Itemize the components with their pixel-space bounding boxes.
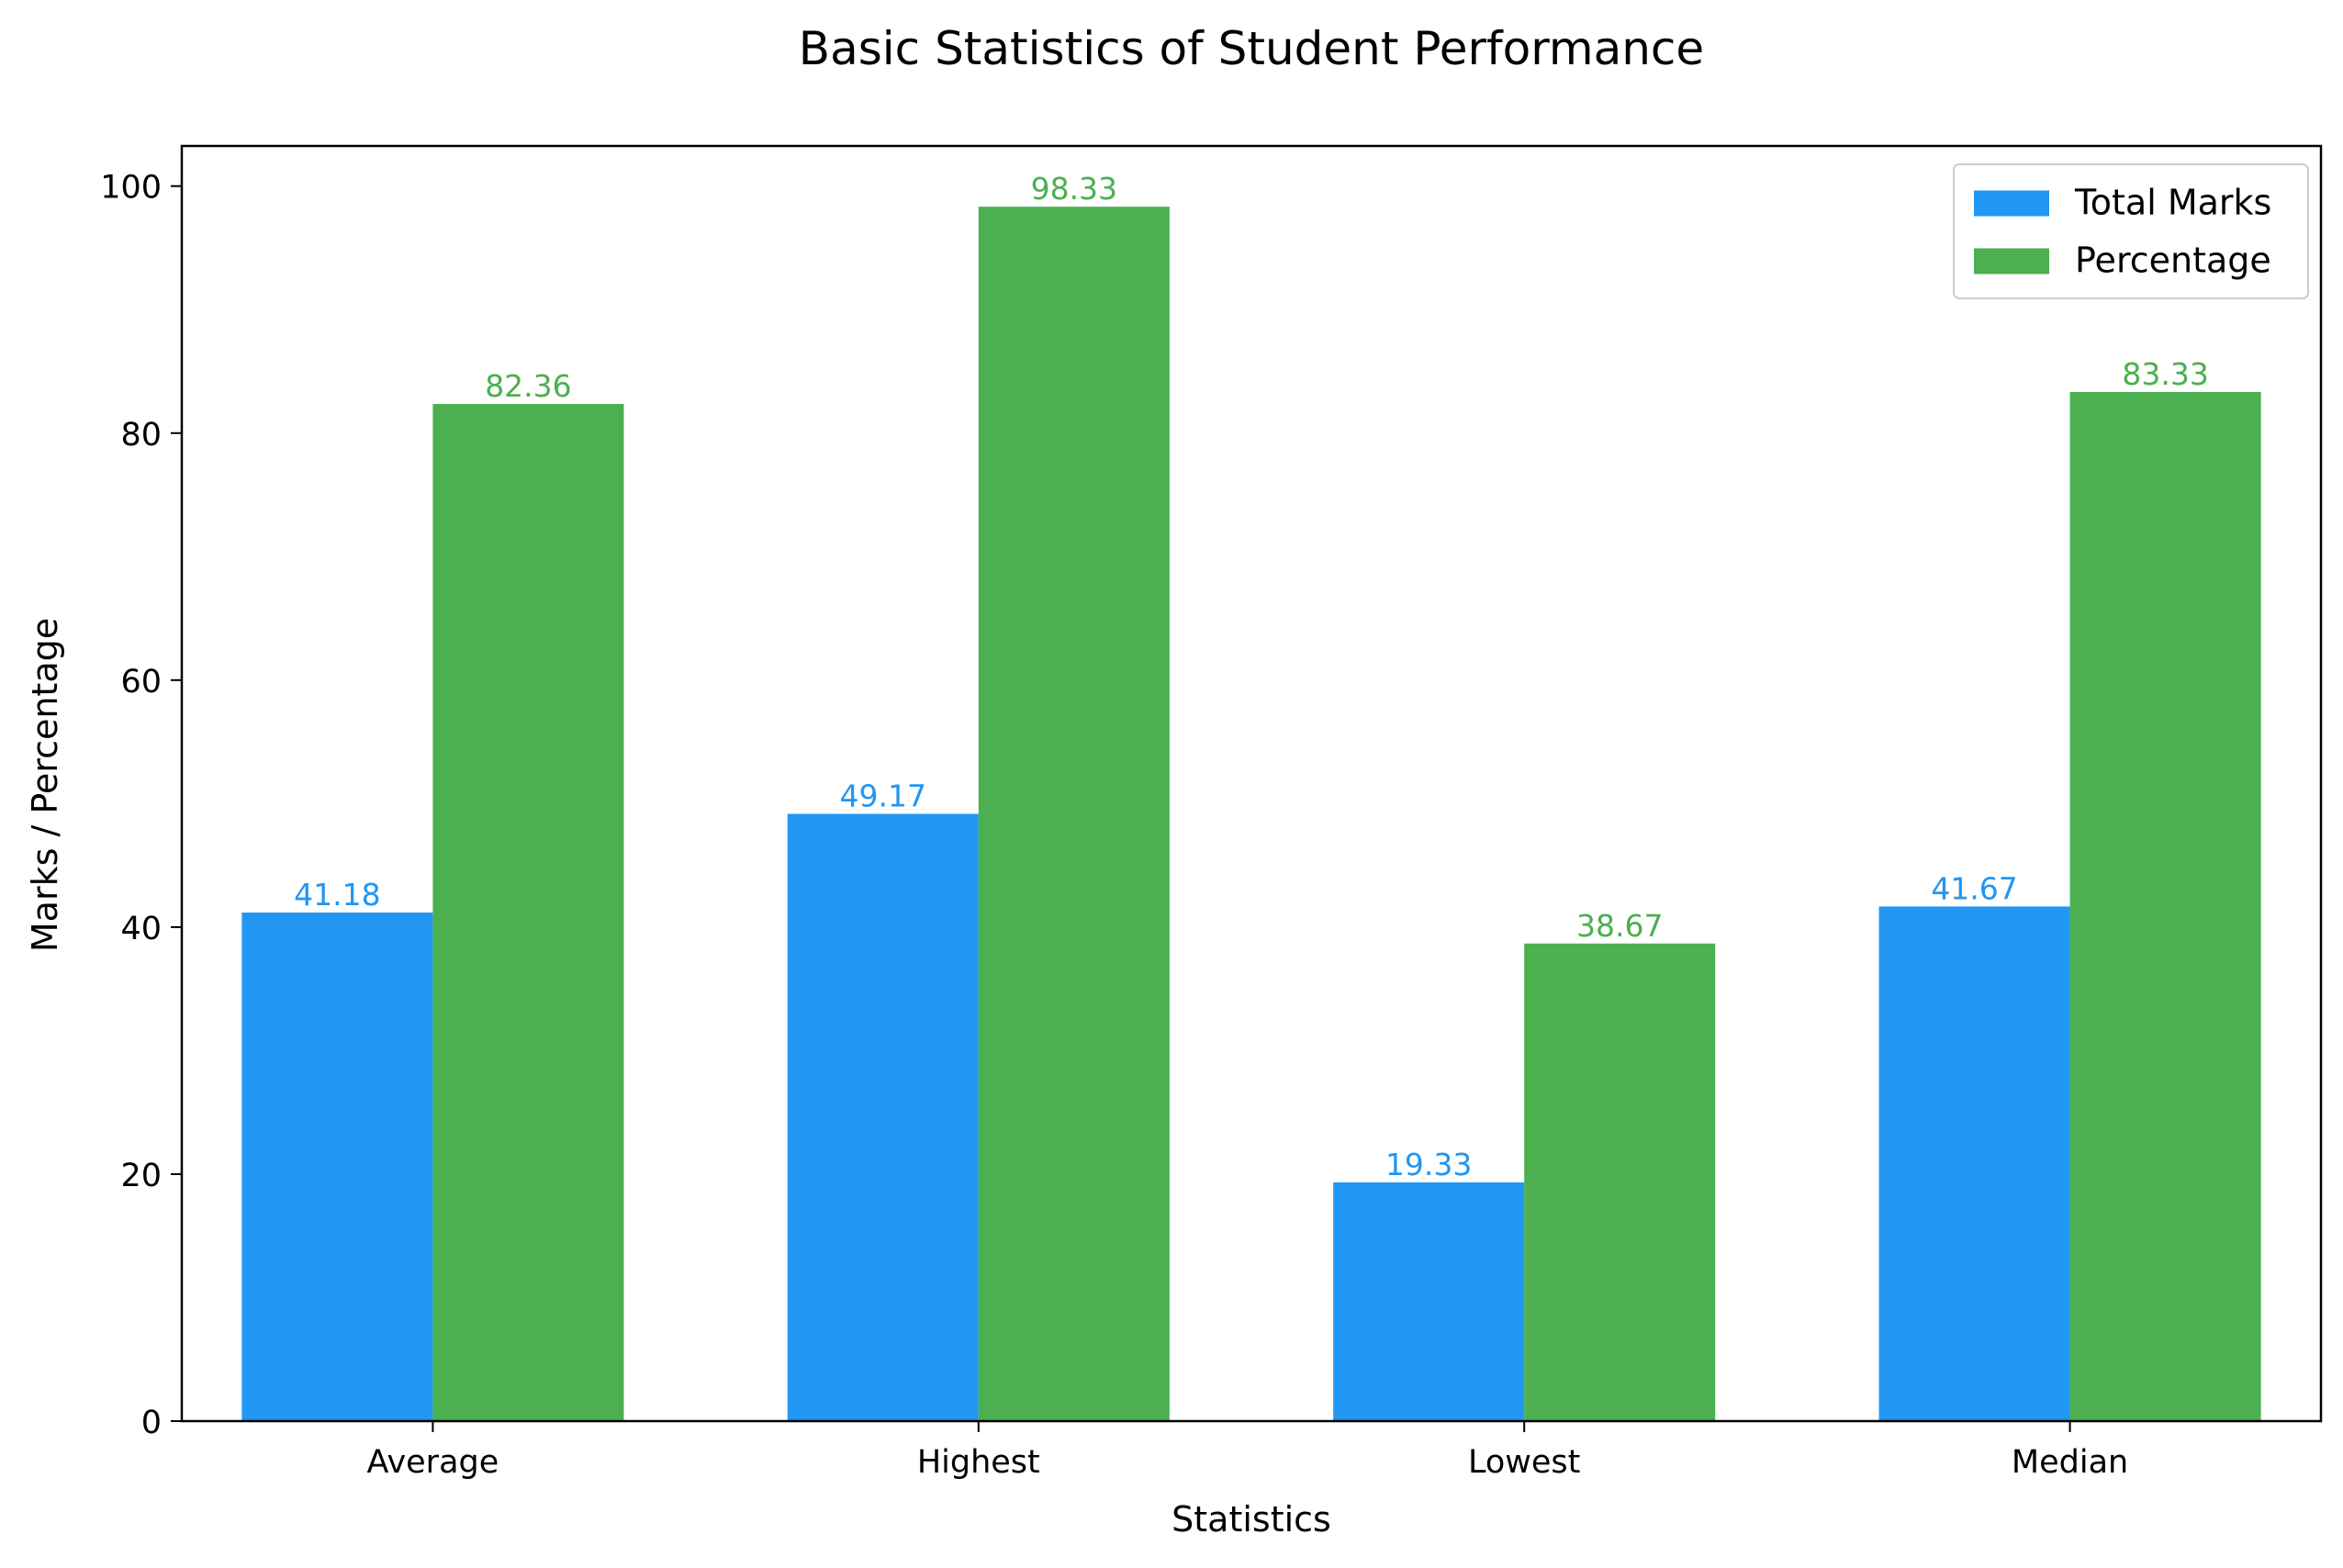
bar [978, 207, 1170, 1421]
bar-value-label: 83.33 [2122, 356, 2208, 392]
bar-value-label: 49.17 [840, 778, 926, 814]
y-tick-label: 100 [100, 170, 162, 207]
bar-value-label: 82.36 [485, 368, 571, 404]
chart-title: Basic Statistics of Student Performance [799, 22, 1704, 75]
bar-value-label: 41.18 [294, 877, 380, 913]
y-tick-label: 80 [120, 417, 162, 454]
bar [1524, 943, 1716, 1421]
x-tick-label: Average [367, 1444, 499, 1481]
y-tick-label: 60 [120, 664, 162, 700]
bar-value-label: 41.67 [1931, 870, 2017, 906]
legend-swatch [1974, 248, 2049, 274]
bar-value-label: 98.33 [1031, 171, 1117, 207]
plot-frame [180, 144, 2323, 1423]
x-tick-label: Highest [917, 1444, 1040, 1481]
bar [787, 813, 979, 1421]
bar [2069, 391, 2261, 1421]
bar [1333, 1182, 1525, 1421]
legend-swatch [1974, 190, 2049, 217]
legend-label: Percentage [2075, 241, 2271, 281]
bar-value-label: 19.33 [1385, 1147, 1472, 1182]
x-tick-label: Median [2012, 1444, 2128, 1481]
x-axis-label: Statistics [1172, 1499, 1331, 1540]
y-tick-label: 20 [120, 1158, 162, 1194]
bar [432, 404, 624, 1421]
x-tick-label: Lowest [1468, 1444, 1580, 1481]
y-tick-label: 0 [141, 1405, 162, 1441]
y-tick-label: 40 [120, 911, 162, 947]
bar [241, 913, 433, 1421]
y-axis-label: Marks / Percentage [25, 618, 65, 952]
bar [1878, 906, 2070, 1421]
legend-label: Total Marks [2074, 183, 2271, 223]
legend: Total Marks Percentage [1953, 163, 2309, 299]
plot-area: 41.18 49.17 19.33 41.67 82.36 98.33 38.67 83.33… [100, 144, 2323, 1481]
bar-value-label: 38.67 [1576, 908, 1663, 944]
